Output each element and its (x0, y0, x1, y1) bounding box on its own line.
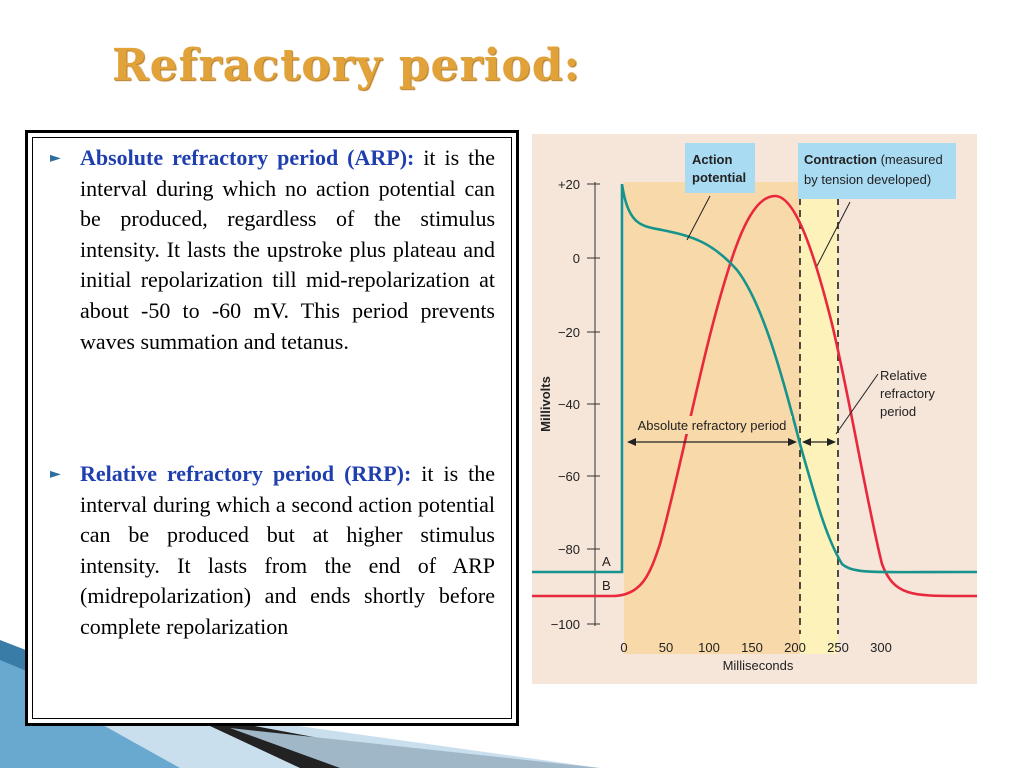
x-tick-label: 300 (870, 640, 892, 655)
arp-arrowhead-right (788, 438, 797, 446)
y-tick-label: 0 (573, 251, 580, 266)
action-potential-figure: +20 0 −20 −40 −60 −80 −100 Millivolts 0 … (532, 134, 977, 684)
x-tick-label: 200 (784, 640, 806, 655)
contraction-label-box (798, 143, 956, 199)
bullet-arrow-icon: ► (50, 150, 61, 166)
bullet-rrp-text: it is the interval during which a second… (80, 461, 495, 639)
bullet-rrp-paragraph: Relative refractory period (RRP): it is … (50, 459, 495, 643)
bullet-arp-paragraph: Absolute refractory period (ARP): it is … (50, 143, 495, 357)
contraction-label-line1: Contraction (measured (804, 152, 943, 167)
relative-label: Relative refractory period (880, 368, 935, 419)
arp-arrowhead-left (627, 438, 636, 446)
svg-text:Action: Action (692, 152, 733, 167)
y-tick-label: −60 (558, 469, 580, 484)
x-tick-label: 0 (620, 640, 627, 655)
x-axis-label: Milliseconds (723, 658, 794, 673)
action-label: Action potential (692, 152, 746, 185)
y-tick-label: +20 (558, 177, 580, 192)
bullet-rrp-term: Relative refractory period (RRP): (80, 461, 412, 486)
bullet-arp-term: Absolute refractory period (ARP): (80, 145, 415, 170)
bullet-rrp: ► Relative refractory period (RRP): it i… (50, 459, 495, 643)
contraction-label-line2: by tension developed) (804, 172, 931, 187)
action-label-box (685, 143, 755, 193)
action-potential-curve (532, 183, 977, 574)
y-tick-labels: +20 0 −20 −40 −60 −80 −100 (551, 177, 580, 632)
y-tick-label: −80 (558, 542, 580, 557)
x-tick-labels: 0 50 100 150 200 250 300 (620, 640, 891, 655)
curve-label-b: B (602, 578, 611, 593)
rrp-shaded-region (800, 182, 838, 654)
y-axis-label: Millivolts (538, 376, 553, 432)
action-pointer-line (686, 195, 711, 241)
x-tick-label: 50 (659, 640, 673, 655)
text-box: ► Absolute refractory period (ARP): it i… (25, 130, 519, 726)
arp-label: Absolute refractory period (638, 418, 787, 433)
y-tick-label: −20 (558, 325, 580, 340)
x-tick-label: 150 (741, 640, 763, 655)
x-tick-label: 100 (698, 640, 720, 655)
page-title: Refractory period: (112, 40, 581, 91)
svg-text:Relative: Relative (880, 368, 927, 383)
curve-label-a: A (602, 554, 611, 569)
x-tick-label: 250 (827, 640, 849, 655)
rrp-arrowhead-left (802, 438, 811, 446)
y-tick-label: −100 (551, 617, 580, 632)
bullet-arp: ► Absolute refractory period (ARP): it i… (50, 143, 495, 357)
svg-text:refractory: refractory (880, 386, 935, 401)
y-tick-label: −40 (558, 397, 580, 412)
svg-text:period: period (880, 404, 916, 419)
relative-pointer-line (835, 373, 879, 435)
bullet-arp-text: it is the interval during which no actio… (80, 145, 495, 354)
rrp-arrowhead-right (827, 438, 836, 446)
contraction-curve (532, 194, 977, 598)
svg-text:potential: potential (692, 170, 746, 185)
y-ticks (587, 183, 600, 625)
bullet-arrow-icon: ► (50, 466, 61, 482)
contraction-pointer-line (816, 201, 851, 267)
